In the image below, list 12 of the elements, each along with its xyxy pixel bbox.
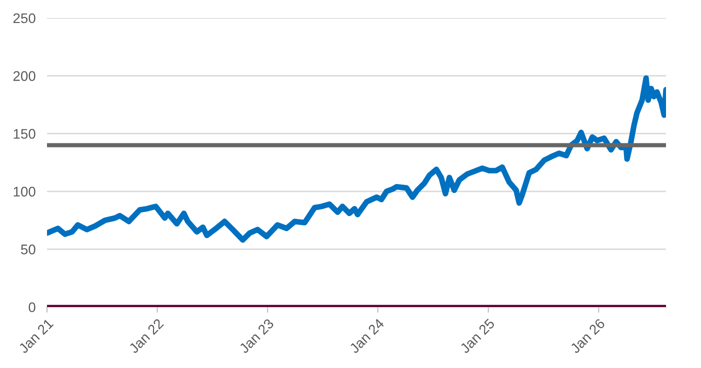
x-tick-label: Jan 21: [18, 318, 54, 354]
y-tick-label: 50: [20, 244, 36, 254]
y-tick-label: 150: [14, 128, 36, 139]
x-tick-label: Jan 24: [348, 318, 385, 354]
x-tick-label: Jan 26: [570, 318, 606, 354]
x-tick-label: Jan 23: [238, 318, 274, 354]
x-tick-label: Jan 25: [459, 318, 496, 354]
y-tick-label: 250: [13, 13, 36, 24]
x-tick-label: Jan 22: [128, 318, 164, 354]
y-tick-label: 200: [13, 71, 36, 81]
y-tick-label: 0: [28, 302, 36, 312]
y-tick-label: 100: [14, 186, 36, 197]
